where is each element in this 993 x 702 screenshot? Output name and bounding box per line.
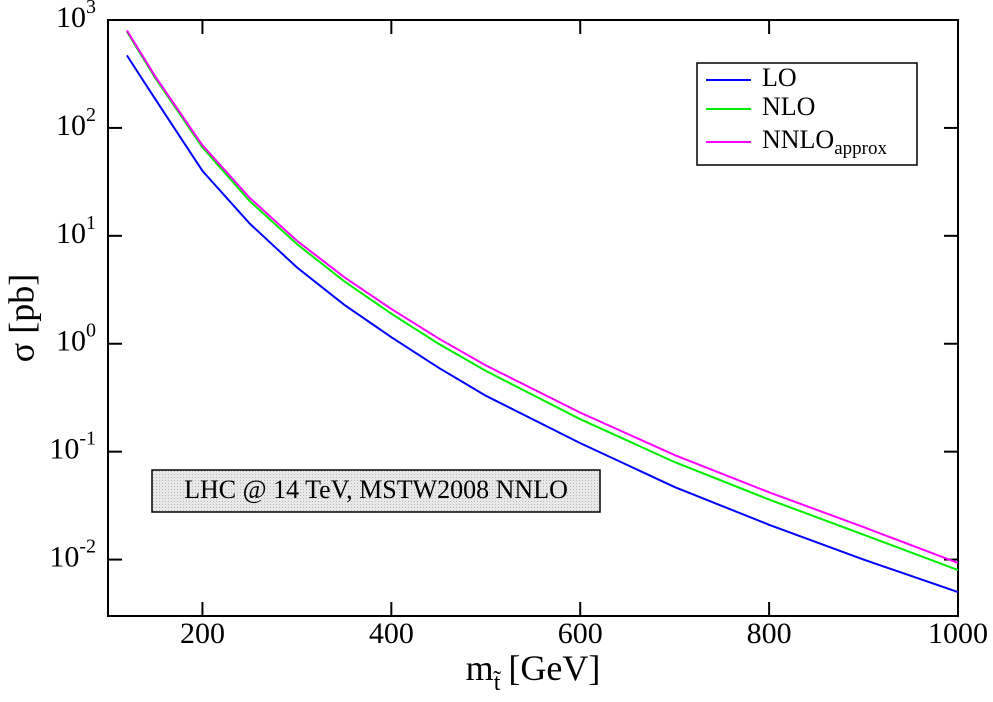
y-tick-base: 10 <box>56 1 86 34</box>
x-tick-label: 1000 <box>928 617 988 650</box>
legend-label: LO <box>762 63 797 92</box>
y-tick-exponent: 2 <box>86 104 96 126</box>
annotation-box <box>151 469 601 513</box>
y-tick-base: 10 <box>56 109 86 142</box>
legend-subscript: approx <box>834 138 887 159</box>
y-tick-exponent: 1 <box>86 211 96 233</box>
legend-label: NNLOapprox <box>762 125 887 159</box>
x-tick-label: 800 <box>747 617 792 650</box>
legend-name: LO <box>762 63 797 92</box>
x-label-subscript: t̃ <box>493 670 501 696</box>
x-axis-label: mt̃ [GeV] <box>466 648 601 695</box>
legend-name: NNLO <box>762 125 834 154</box>
x-tick-label: 200 <box>180 617 225 650</box>
y-tick-label: 102 <box>56 104 96 142</box>
plot-frame <box>107 19 959 617</box>
y-tick-exponent: 0 <box>86 319 96 341</box>
y-tick-exponent: -2 <box>79 535 96 557</box>
y-tick-base: 10 <box>49 540 79 573</box>
line-series <box>126 31 959 571</box>
y-tick-label: 100 <box>56 319 96 357</box>
y-tick-base: 10 <box>56 325 86 358</box>
legend-label: NLO <box>762 92 815 121</box>
x-label-text: m <box>466 648 494 688</box>
y-tick-label: 103 <box>56 0 96 34</box>
y-tick-base: 10 <box>56 217 86 250</box>
annotation: LHC @ 14 TeV, MSTW2008 NNLO <box>184 475 568 504</box>
y-tick-base: 10 <box>49 433 79 466</box>
y-tick-exponent: 3 <box>86 0 96 18</box>
y-tick-label: 10-2 <box>49 535 96 573</box>
legend-name: NLO <box>762 92 815 121</box>
x-tick-label: 400 <box>369 617 414 650</box>
x-label-unit: [GeV] <box>508 648 600 688</box>
y-tick-label: 10-1 <box>49 427 96 465</box>
y-tick-label: 101 <box>56 211 96 249</box>
y-axis-label: σ [pb] <box>1 274 41 362</box>
line-series <box>126 29 959 564</box>
x-tick-label: 600 <box>558 617 603 650</box>
y-tick-exponent: -1 <box>79 427 96 449</box>
line-series <box>126 54 959 594</box>
